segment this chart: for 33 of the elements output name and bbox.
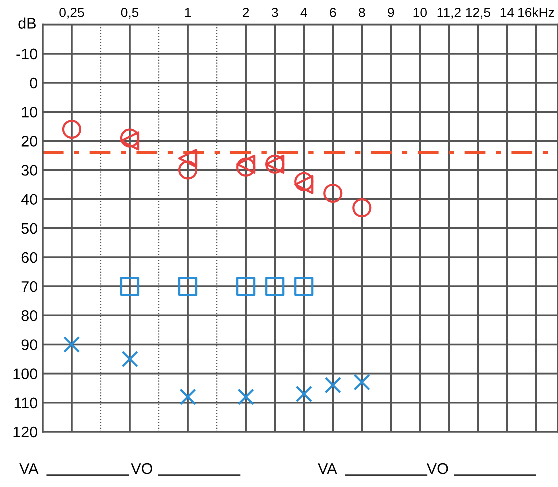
y-tick-label: 120 (14, 426, 38, 438)
x-tick-label: 6 (330, 8, 336, 18)
text: VA (318, 464, 338, 474)
y-tick-label: 100 (14, 368, 38, 380)
y-tick-label: 40 (21, 194, 38, 206)
x-tick-label: 10 (414, 8, 427, 18)
y-tick-label: 80 (22, 310, 38, 322)
x-tick-label: 4 (300, 8, 308, 18)
y-tick-label: 30 (22, 165, 38, 176)
y-tick-label: 60 (22, 252, 38, 264)
text: VO (426, 463, 448, 474)
y-tick-label: 50 (22, 223, 38, 234)
y-tick-label: 90 (22, 340, 38, 350)
y-tick-label: -10 (16, 48, 38, 60)
x-tick-label: 1 (185, 8, 192, 18)
y-tick-label: 10 (22, 106, 38, 118)
y-tick-label: 20 (22, 136, 38, 147)
text: VO (131, 463, 152, 474)
x-tick-label: 16kHz (518, 8, 554, 18)
x-tick-label: 0,5 (121, 8, 139, 19)
y-tick-label: 110 (14, 398, 38, 409)
y-tick-label: 70 (22, 281, 38, 292)
text: VA (20, 464, 39, 474)
x-tick-label: 3 (272, 8, 278, 18)
x-tick-label: 8 (359, 8, 366, 18)
x-tick-label: 2 (243, 8, 250, 18)
y-axis-title: dB (18, 18, 36, 29)
x-tick-label: 14 (500, 8, 514, 18)
y-tick-label: 0 (30, 78, 38, 89)
x-tick-label: 0,25 (60, 8, 84, 19)
x-tick-label: 11,2 (438, 8, 461, 19)
x-tick-label: 9 (388, 8, 394, 18)
x-tick-label: 12,5 (466, 8, 490, 19)
